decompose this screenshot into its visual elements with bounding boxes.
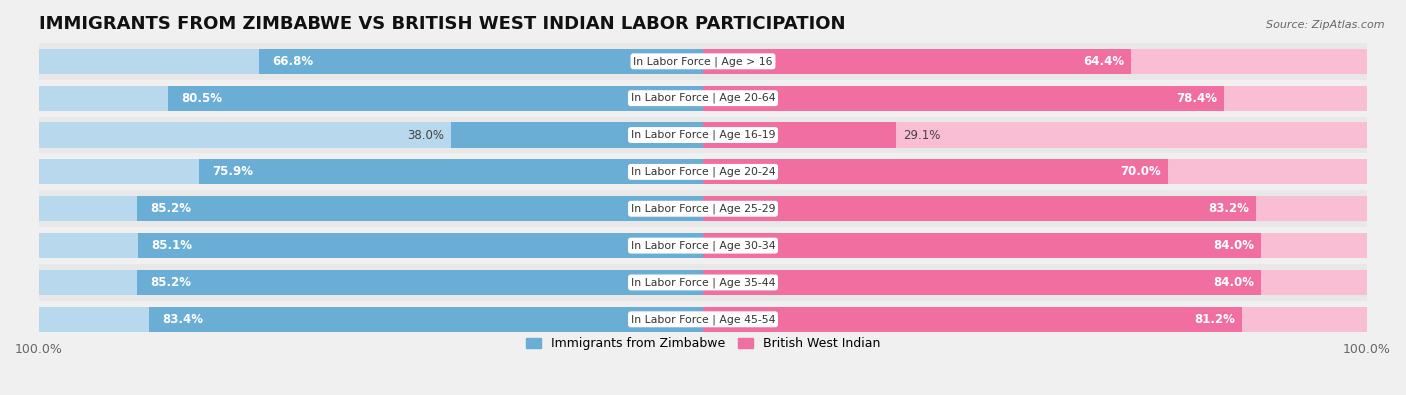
Bar <box>703 270 1367 295</box>
Bar <box>169 86 703 111</box>
Text: In Labor Force | Age 20-24: In Labor Force | Age 20-24 <box>631 167 775 177</box>
Text: 85.1%: 85.1% <box>152 239 193 252</box>
Text: 64.4%: 64.4% <box>1083 55 1123 68</box>
Bar <box>138 233 703 258</box>
Text: 84.0%: 84.0% <box>1213 276 1254 289</box>
Text: 83.4%: 83.4% <box>163 313 204 326</box>
Bar <box>39 122 703 148</box>
Bar <box>703 86 1367 111</box>
Text: 66.8%: 66.8% <box>273 55 314 68</box>
Text: 85.2%: 85.2% <box>150 202 191 215</box>
Bar <box>703 196 1256 221</box>
Bar <box>259 49 703 74</box>
Text: Source: ZipAtlas.com: Source: ZipAtlas.com <box>1267 20 1385 30</box>
Text: 83.2%: 83.2% <box>1208 202 1249 215</box>
Legend: Immigrants from Zimbabwe, British West Indian: Immigrants from Zimbabwe, British West I… <box>522 332 884 355</box>
Bar <box>39 154 1367 190</box>
Text: 70.0%: 70.0% <box>1121 166 1161 179</box>
Bar <box>39 196 703 221</box>
Bar <box>703 49 1130 74</box>
Bar <box>703 86 1223 111</box>
Text: IMMIGRANTS FROM ZIMBABWE VS BRITISH WEST INDIAN LABOR PARTICIPATION: IMMIGRANTS FROM ZIMBABWE VS BRITISH WEST… <box>39 15 845 33</box>
Text: 85.2%: 85.2% <box>150 276 191 289</box>
Text: In Labor Force | Age 35-44: In Labor Force | Age 35-44 <box>631 277 775 288</box>
Bar <box>703 122 896 148</box>
Bar <box>703 49 1367 74</box>
Bar <box>703 196 1367 221</box>
Bar <box>39 159 703 184</box>
Bar <box>39 80 1367 117</box>
Text: In Labor Force | Age 25-29: In Labor Force | Age 25-29 <box>631 203 775 214</box>
Bar <box>703 122 1367 148</box>
Bar <box>39 86 703 111</box>
Bar <box>39 301 1367 338</box>
Text: In Labor Force | Age 16-19: In Labor Force | Age 16-19 <box>631 130 775 140</box>
Bar <box>39 307 703 332</box>
Text: In Labor Force | Age > 16: In Labor Force | Age > 16 <box>633 56 773 67</box>
Bar <box>149 307 703 332</box>
Bar <box>703 233 1261 258</box>
Text: 80.5%: 80.5% <box>181 92 222 105</box>
Bar <box>200 159 703 184</box>
Bar <box>39 190 1367 227</box>
Text: 78.4%: 78.4% <box>1175 92 1218 105</box>
Bar <box>39 233 703 258</box>
Bar <box>39 264 1367 301</box>
Bar <box>39 227 1367 264</box>
Bar <box>138 270 703 295</box>
Bar <box>39 43 1367 80</box>
Text: In Labor Force | Age 45-54: In Labor Force | Age 45-54 <box>631 314 775 325</box>
Text: In Labor Force | Age 20-64: In Labor Force | Age 20-64 <box>631 93 775 103</box>
Bar <box>39 49 703 74</box>
Bar <box>703 307 1243 332</box>
Bar <box>703 307 1367 332</box>
Bar <box>138 196 703 221</box>
Text: 81.2%: 81.2% <box>1195 313 1236 326</box>
Bar <box>703 159 1367 184</box>
Text: 75.9%: 75.9% <box>212 166 253 179</box>
Bar <box>703 233 1367 258</box>
Bar <box>39 117 1367 154</box>
Bar <box>703 270 1261 295</box>
Text: 38.0%: 38.0% <box>406 128 444 141</box>
Bar <box>451 122 703 148</box>
Text: 84.0%: 84.0% <box>1213 239 1254 252</box>
Text: In Labor Force | Age 30-34: In Labor Force | Age 30-34 <box>631 240 775 251</box>
Text: 29.1%: 29.1% <box>903 128 941 141</box>
Bar <box>703 159 1168 184</box>
Bar <box>39 270 703 295</box>
